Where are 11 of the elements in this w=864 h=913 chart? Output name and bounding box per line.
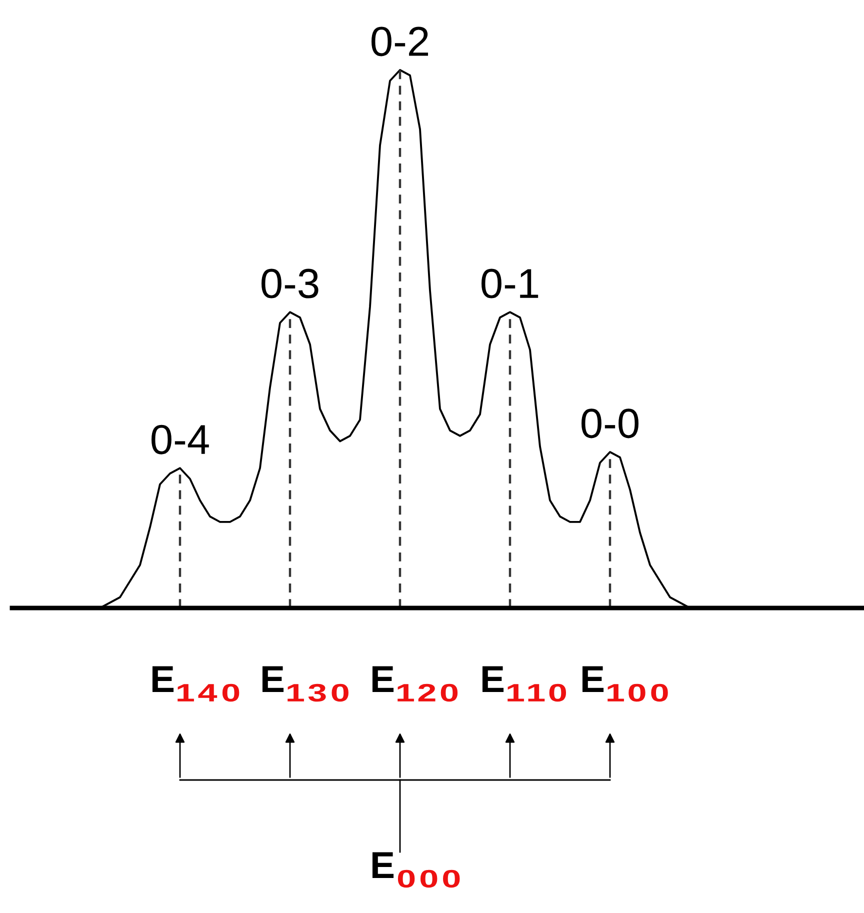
text: E₁₁₀ xyxy=(482,666,566,702)
text: E₁₃₀ xyxy=(262,666,348,702)
annotation: 0-4 xyxy=(152,424,209,454)
text: E₁₀₀ xyxy=(582,666,668,702)
annotation: 0-3 xyxy=(262,268,318,298)
text: E₀₀₀ xyxy=(372,852,460,888)
text: E₁₄₀ xyxy=(152,666,240,702)
annotation: 0-0 xyxy=(582,408,638,438)
annotation: 0-1 xyxy=(482,268,538,298)
text: E₁₂₀ xyxy=(372,666,458,702)
text: 0-2 xyxy=(372,26,428,56)
